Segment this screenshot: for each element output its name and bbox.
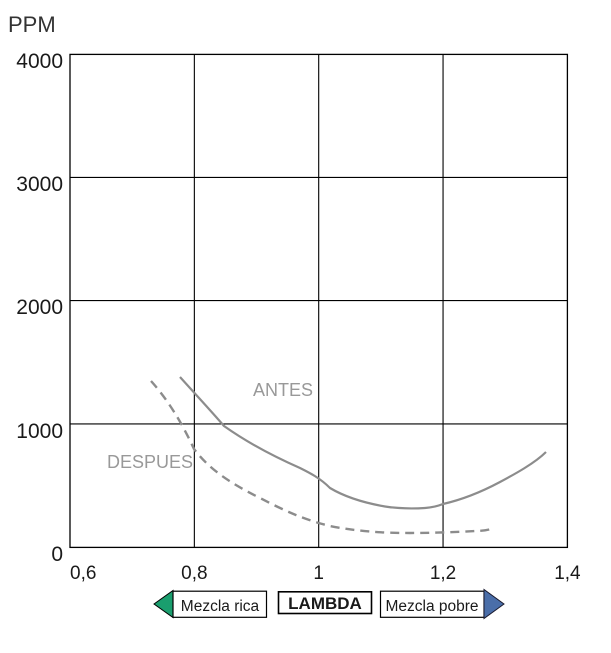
svg-text:0,8: 0,8 [181,563,207,584]
svg-text:4000: 4000 [16,50,63,73]
svg-text:DESPUES: DESPUES [107,452,193,472]
svg-text:0,6: 0,6 [70,563,96,584]
svg-text:2000: 2000 [16,296,63,319]
svg-text:1,4: 1,4 [554,563,581,584]
svg-text:ANTES: ANTES [253,380,313,400]
svg-text:Mezcla rica: Mezcla rica [181,598,260,615]
svg-text:Mezcla pobre: Mezcla pobre [385,598,478,615]
svg-text:3000: 3000 [16,173,63,196]
svg-text:1: 1 [313,563,324,584]
svg-text:1,2: 1,2 [430,563,456,584]
svg-text:PPM: PPM [8,12,56,37]
svg-text:1000: 1000 [16,420,63,443]
svg-text:LAMBDA: LAMBDA [288,594,362,613]
svg-text:0: 0 [51,543,63,566]
